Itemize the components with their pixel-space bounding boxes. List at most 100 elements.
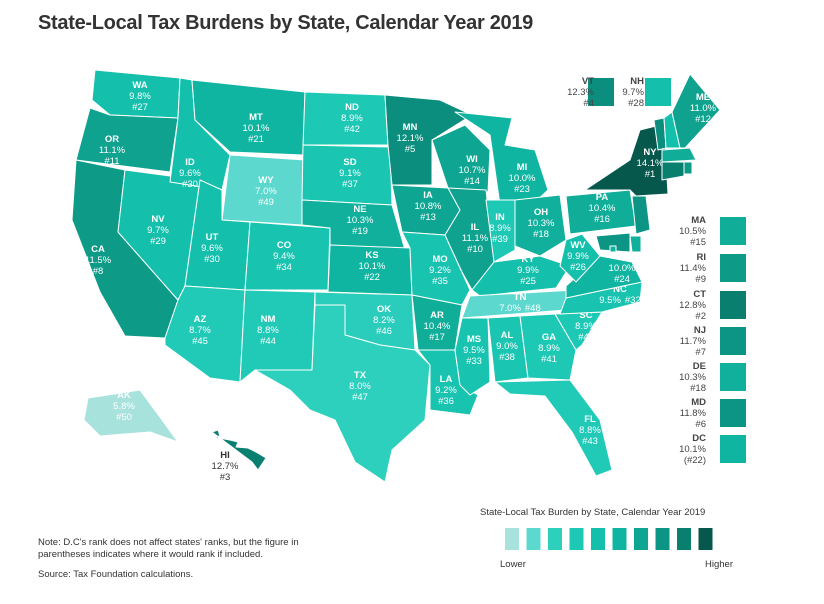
state-abbr: AR — [430, 310, 444, 321]
callout-box — [588, 78, 614, 106]
state-rank: #29 — [150, 236, 166, 247]
state-rank: #44 — [260, 336, 276, 347]
state-label: CT 12.8% #2 — [679, 289, 706, 322]
state-label: 7.0% #48 — [499, 303, 541, 314]
state-abbr: NY — [643, 147, 657, 158]
state-burden: 11.7% — [680, 336, 707, 347]
state-burden: 8.7% — [189, 325, 211, 336]
state-rank: #10 — [467, 244, 483, 255]
legend-title: State-Local Tax Burden by State, Calenda… — [480, 507, 705, 518]
callout-box — [720, 363, 746, 391]
state-burden: 8.2% — [373, 315, 395, 326]
state-burden: 10.0% — [609, 263, 636, 274]
state-abbr: VT — [582, 76, 594, 87]
state-abbr: KS — [365, 250, 378, 261]
state-rank: #41 — [541, 354, 557, 365]
state-abbr: WV — [570, 240, 586, 251]
state-label: 9.5% #32 — [599, 295, 641, 306]
state-rank: #7 — [695, 347, 706, 358]
state-burden: 9.9% — [567, 251, 589, 262]
state-shape — [211, 429, 267, 471]
state-abbr: OH — [534, 207, 548, 218]
state-rank: #23 — [514, 184, 530, 195]
state-rank: #26 — [570, 262, 586, 273]
state-rank: #14 — [464, 176, 480, 187]
state-abbr: LA — [440, 374, 453, 385]
state-rank: #13 — [420, 212, 436, 223]
legend-swatch — [505, 528, 519, 550]
state-abbr: PA — [596, 192, 609, 203]
state-abbr: TX — [354, 370, 367, 381]
state-burden: 12.7% — [212, 461, 239, 472]
state-abbr: NM — [261, 314, 276, 325]
state-shape — [239, 289, 316, 383]
state-rank: #47 — [352, 392, 368, 403]
state-rank: #37 — [342, 179, 358, 190]
state-abbr: DE — [693, 361, 706, 372]
state-burden: 9.0% — [496, 341, 518, 352]
state-rank: #9 — [695, 274, 706, 285]
state-abbr: WY — [258, 175, 274, 186]
state-rank: #38 — [499, 352, 515, 363]
state-shape — [519, 313, 577, 381]
state-burden: 12.3% — [567, 87, 594, 98]
state-rank: (#22) — [684, 455, 706, 466]
state-abbr: ME — [696, 92, 710, 103]
legend-swatch — [655, 528, 670, 550]
state-burden: 8.9% — [575, 321, 597, 332]
state-label: DC 10.1% (#22) — [679, 433, 706, 466]
state-burden: 9.5% — [463, 345, 485, 356]
state-abbr: IA — [423, 190, 433, 201]
state-burden: 11.0% — [690, 103, 717, 114]
state-rank: #32 — [625, 295, 641, 306]
state-shape — [671, 73, 721, 149]
state-abbr: CT — [693, 289, 706, 300]
state-burden: 9.7% — [622, 87, 644, 98]
state-abbr: MT — [249, 112, 263, 123]
state-abbr: TN — [514, 292, 527, 303]
state-rank: #27 — [132, 102, 148, 113]
state-abbr: NJ — [694, 325, 706, 336]
state-rank: #45 — [192, 336, 208, 347]
state-rank: #8 — [93, 266, 104, 277]
state-burden: 9.2% — [435, 385, 457, 396]
state-abbr: VA — [616, 252, 629, 263]
state-burden: 8.8% — [257, 325, 279, 336]
state-abbr: KY — [521, 254, 535, 265]
state-abbr: HI — [220, 450, 230, 461]
state-rank: #15 — [690, 237, 706, 248]
state-rank: #18 — [690, 383, 706, 394]
state-abbr: NH — [630, 76, 644, 87]
legend-swatch — [698, 528, 713, 550]
state-abbr: ND — [345, 102, 359, 113]
state-label: NJ 11.7% #7 — [680, 325, 707, 358]
state-burden: 11.8% — [680, 408, 707, 419]
state-rank: #5 — [405, 144, 416, 155]
state-shape — [559, 233, 601, 283]
legend-high: Higher — [705, 559, 733, 570]
state-abbr: SC — [579, 310, 592, 321]
state-burden: 10.7% — [459, 165, 486, 176]
state-abbr: OR — [105, 134, 119, 145]
state-burden: 8.0% — [349, 381, 371, 392]
state-burden: 10.1% — [359, 261, 386, 272]
state-rank: #33 — [466, 356, 482, 367]
state-label: MD 11.8% #6 — [680, 397, 707, 430]
state-burden: 9.2% — [429, 265, 451, 276]
state-burden: 10.3% — [528, 218, 555, 229]
state-rank: #43 — [582, 436, 598, 447]
state-burden: 12.8% — [679, 300, 706, 311]
state-abbr: OK — [377, 304, 391, 315]
state-label: MA 10.5% #15 — [679, 215, 706, 248]
legend-swatch — [548, 528, 562, 550]
state-rank: #2 — [695, 311, 706, 322]
callout-box — [720, 435, 746, 463]
state-burden: 9.7% — [147, 225, 169, 236]
state-shape — [631, 195, 651, 235]
state-abbr: AK — [117, 390, 131, 401]
callout-box — [720, 217, 746, 245]
state-shape — [609, 245, 617, 253]
state-abbr: NV — [151, 214, 165, 225]
state-rank: #36 — [438, 396, 454, 407]
